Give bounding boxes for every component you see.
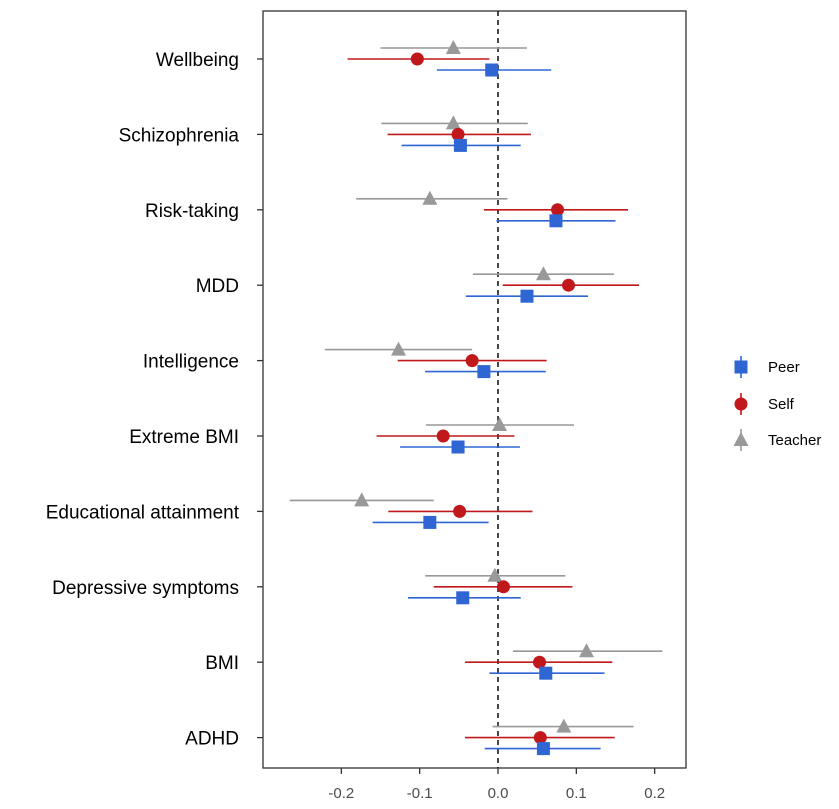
point-peer-mdd	[520, 289, 534, 303]
point-self-schizophrenia	[451, 127, 465, 141]
legend-marker-peer	[734, 360, 748, 374]
point-self-educational-attainment	[453, 504, 467, 518]
point-peer-educational-attainment	[423, 515, 437, 529]
point-teacher-risk-taking	[422, 190, 438, 205]
point-self-extreme-bmi	[436, 429, 450, 443]
point-teacher-intelligence	[391, 341, 407, 356]
legend-marker-self	[734, 397, 748, 411]
series-teacher	[289, 40, 663, 733]
point-self-mdd	[562, 278, 575, 292]
y-tick-label-mdd: MDD	[196, 276, 239, 297]
legend-label-peer: Peer	[768, 359, 800, 376]
point-peer-wellbeing	[485, 63, 499, 77]
x-tick-label: -0.1	[407, 785, 433, 802]
point-self-intelligence	[465, 354, 479, 368]
point-peer-intelligence	[477, 365, 491, 379]
legend-marker-teacher	[733, 432, 749, 446]
point-self-risk-taking	[551, 203, 565, 217]
point-peer-extreme-bmi	[451, 440, 465, 454]
point-teacher-adhd	[556, 718, 572, 733]
y-tick-label-schizophrenia: Schizophrenia	[119, 125, 240, 146]
legend: Peer Self Teacher	[733, 356, 821, 451]
series-peer	[372, 63, 616, 756]
y-tick-label-wellbeing: Wellbeing	[156, 50, 239, 71]
point-peer-risk-taking	[549, 214, 563, 228]
x-tick-label: 0.0	[488, 785, 509, 802]
y-tick-label-depressive-symptoms: Depressive symptoms	[52, 578, 239, 599]
y-tick-label-educational-attainment: Educational attainment	[46, 502, 240, 523]
x-axis: -0.2 -0.1 0.0 0.1 0.2	[328, 768, 665, 802]
point-peer-adhd	[536, 742, 550, 756]
legend-item-teacher: Teacher	[733, 429, 821, 451]
point-peer-schizophrenia	[453, 138, 467, 152]
y-tick-label-risk-taking: Risk-taking	[145, 201, 239, 222]
plot-panel	[262, 10, 687, 769]
y-tick-label-bmi: BMI	[205, 653, 239, 674]
legend-item-self: Self	[734, 393, 795, 415]
y-tick-label-adhd: ADHD	[185, 729, 239, 750]
x-tick-label: -0.2	[328, 785, 354, 802]
data-marks	[289, 40, 663, 756]
point-peer-depressive-symptoms	[456, 591, 470, 605]
point-self-bmi	[533, 655, 547, 669]
point-teacher-bmi	[579, 643, 595, 658]
x-tick-label: 0.1	[566, 785, 587, 802]
point-self-wellbeing	[410, 52, 424, 66]
legend-label-teacher: Teacher	[768, 432, 821, 449]
point-self-adhd	[533, 731, 547, 745]
x-tick-label: 0.2	[644, 785, 665, 802]
point-self-depressive-symptoms	[496, 580, 510, 594]
point-teacher-depressive-symptoms	[487, 567, 503, 582]
series-self	[347, 52, 639, 745]
y-tick-label-extreme-bmi: Extreme BMI	[129, 427, 239, 448]
point-teacher-schizophrenia	[445, 115, 461, 130]
point-peer-bmi	[539, 666, 553, 680]
legend-item-peer: Peer	[734, 356, 800, 378]
y-tick-label-intelligence: Intelligence	[143, 352, 239, 373]
legend-label-self: Self	[768, 396, 795, 413]
point-teacher-educational-attainment	[354, 492, 370, 507]
point-teacher-mdd	[535, 266, 551, 281]
point-teacher-wellbeing	[445, 40, 461, 54]
y-axis: Wellbeing Schizophrenia Risk-taking MDD Inte…	[46, 50, 263, 750]
point-teacher-extreme-bmi	[492, 417, 508, 431]
